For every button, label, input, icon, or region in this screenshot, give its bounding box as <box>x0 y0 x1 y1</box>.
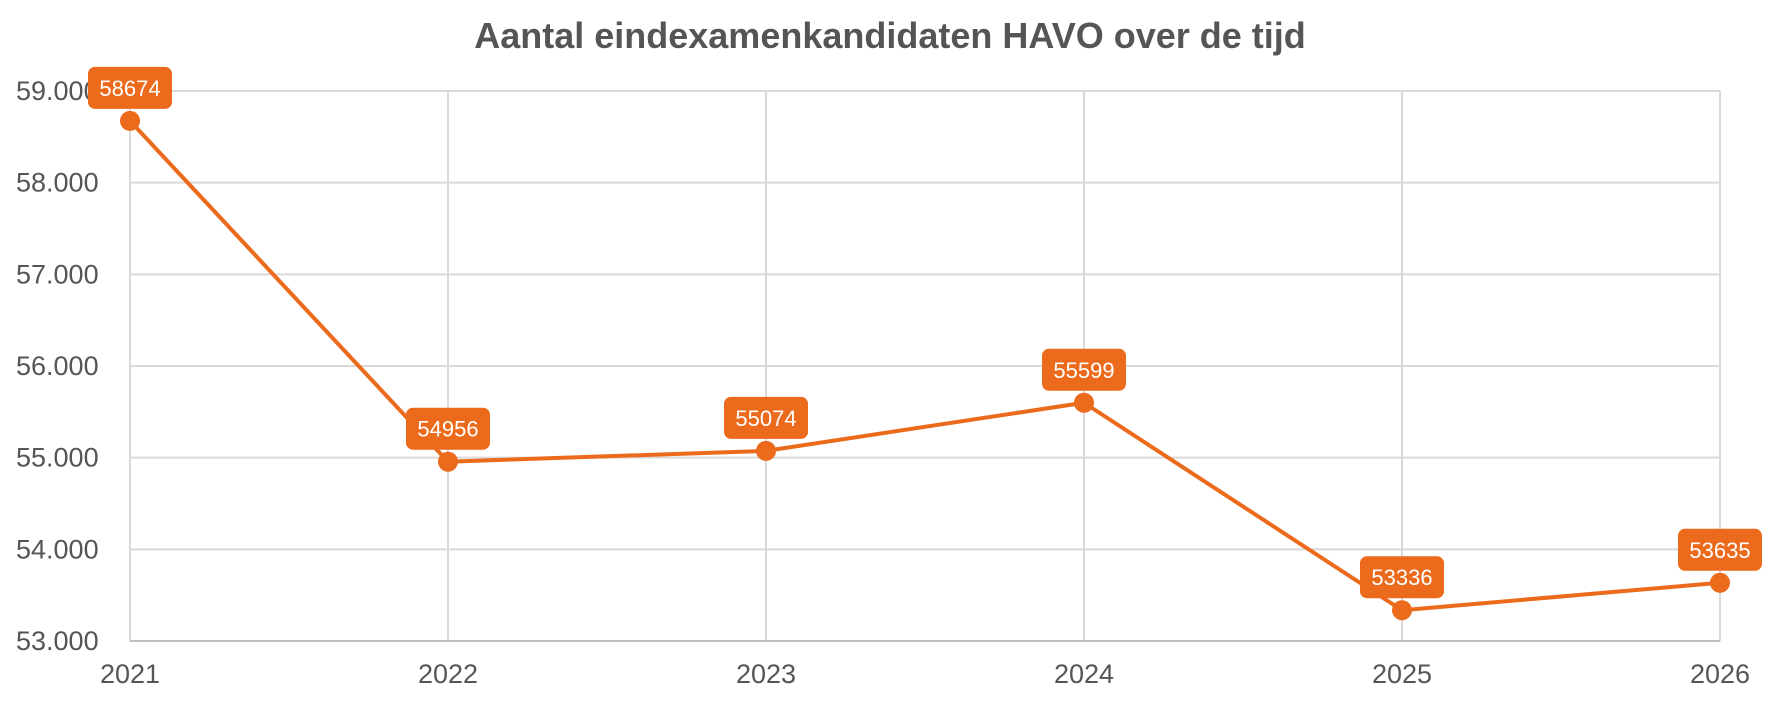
series-line <box>128 119 1721 613</box>
y-tick-label: 58.000 <box>16 168 99 198</box>
y-axis-ticks: 53.000 54.000 55.000 56.000 57.000 58.000 59.0… <box>16 76 99 656</box>
data-label-background <box>1678 528 1762 571</box>
data-label-text: 55074 <box>735 406 796 431</box>
data-label: 55074 <box>724 396 808 439</box>
x-tick-label: 2025 <box>1372 659 1432 689</box>
data-label-background <box>1042 348 1126 391</box>
data-point <box>1392 600 1412 621</box>
data-label-text: 53336 <box>1371 565 1432 590</box>
data-label-background <box>1360 556 1444 599</box>
x-tick-label: 2026 <box>1690 659 1750 689</box>
data-label-background <box>724 396 808 439</box>
chart-title: Aantal eindexamenkandidaten HAVO over de… <box>474 15 1306 56</box>
data-label: 58674 <box>88 66 172 109</box>
y-tick-label: 56.000 <box>16 351 99 381</box>
data-point <box>1074 392 1094 413</box>
series <box>120 110 1730 621</box>
data-label: 54956 <box>406 407 490 450</box>
data-label-background <box>406 407 490 450</box>
x-tick-label: 2023 <box>736 659 796 689</box>
data-label-text: 53635 <box>1689 538 1750 563</box>
data-label-text: 55599 <box>1053 358 1114 383</box>
grid <box>129 90 1721 642</box>
data-point <box>1710 572 1730 593</box>
y-tick-label: 55.000 <box>16 443 99 473</box>
data-label-text: 58674 <box>99 76 160 101</box>
data-point <box>438 451 458 472</box>
x-tick-label: 2024 <box>1054 659 1114 689</box>
data-label: 53336 <box>1360 556 1444 599</box>
data-point <box>120 110 140 131</box>
y-tick-label: 53.000 <box>16 626 99 656</box>
data-label-background <box>88 66 172 109</box>
data-label-text: 54956 <box>417 417 478 442</box>
y-tick-label: 59.000 <box>16 76 99 106</box>
data-label: 53635 <box>1678 528 1762 571</box>
data-label: 55599 <box>1042 348 1126 391</box>
data-labels: 58674 54956 55074 55599 53336 53635 <box>88 66 1762 599</box>
x-tick-label: 2021 <box>100 659 160 689</box>
y-tick-label: 54.000 <box>16 534 99 564</box>
x-axis-ticks: 2021 2022 2023 2024 2025 2026 <box>100 659 1750 689</box>
data-point <box>756 440 776 461</box>
y-tick-label: 57.000 <box>16 259 99 289</box>
x-tick-label: 2022 <box>418 659 478 689</box>
